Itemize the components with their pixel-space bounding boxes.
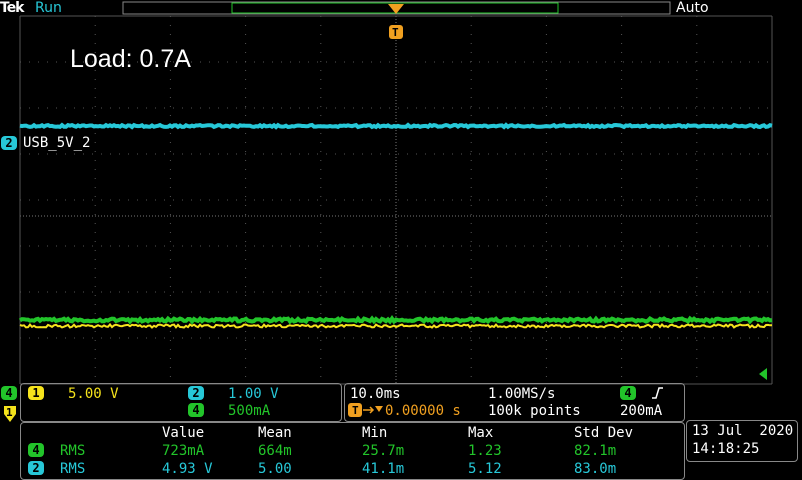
measure-header: Max: [468, 426, 493, 440]
trigger-mode: Auto: [676, 1, 709, 15]
trace-ch4: [20, 319, 772, 322]
record-length: 100k points: [488, 404, 581, 418]
measure-value: 723mA: [162, 444, 204, 458]
h-position: 0.00000 s: [385, 404, 461, 418]
sample-rate: 1.00MS/s: [488, 387, 555, 401]
ch1-scale: 5.00 V: [68, 387, 119, 401]
measure-value: 5.00: [258, 462, 292, 476]
scope-screen: Tek Run Auto T Load: 0.7A 2 USB_5V_2 4 1…: [0, 0, 802, 480]
measure-value: 83.0m: [574, 462, 616, 476]
trigger-channel: 4: [620, 386, 636, 400]
run-status: Run: [35, 1, 62, 15]
ch2-scale: 1.00 V: [228, 387, 279, 401]
measure-header: Value: [162, 426, 204, 440]
ch1-marker: 1: [6, 407, 13, 418]
trigger-level: 200mA: [620, 404, 662, 418]
measure-type: RMS: [60, 444, 85, 458]
annotation: Load: 0.7A: [70, 47, 191, 72]
measure-header: Mean: [258, 426, 292, 440]
measure-type: RMS: [60, 462, 85, 476]
measure-value: 5.12: [468, 462, 502, 476]
trace-ch1: [20, 325, 772, 328]
measure-value: 25.7m: [362, 444, 404, 458]
measure-value: 1.23: [468, 444, 502, 458]
time: 14:18:25: [692, 442, 759, 456]
measure-channel: 2: [28, 461, 44, 475]
ch2-badge: 2: [188, 386, 204, 400]
ch2-marker: 2: [1, 136, 17, 150]
measure-value: 664m: [258, 444, 292, 458]
ch1-badge: 1: [28, 386, 44, 400]
measure-header: Min: [362, 426, 387, 440]
time-scale: 10.0ms: [350, 387, 401, 401]
brand: Tek: [0, 1, 24, 15]
ch4-marker: 4: [1, 386, 17, 400]
measure-value: 41.1m: [362, 462, 404, 476]
trigger-level-icon: [759, 368, 767, 380]
measure-channel: 4: [28, 443, 44, 457]
date: 13 Jul 2020: [692, 424, 793, 438]
trigger-marker: T: [392, 27, 399, 38]
ch4-scale: 500mA: [228, 404, 270, 418]
measure-header: Std Dev: [574, 426, 633, 440]
trace-ch2: [20, 125, 772, 127]
measure-value: 4.93 V: [162, 462, 213, 476]
h-trigger-marker: T: [352, 405, 359, 416]
ch4-badge: 4: [188, 403, 204, 417]
measure-value: 82.1m: [574, 444, 616, 458]
trace-label: USB_5V_2: [23, 136, 90, 150]
